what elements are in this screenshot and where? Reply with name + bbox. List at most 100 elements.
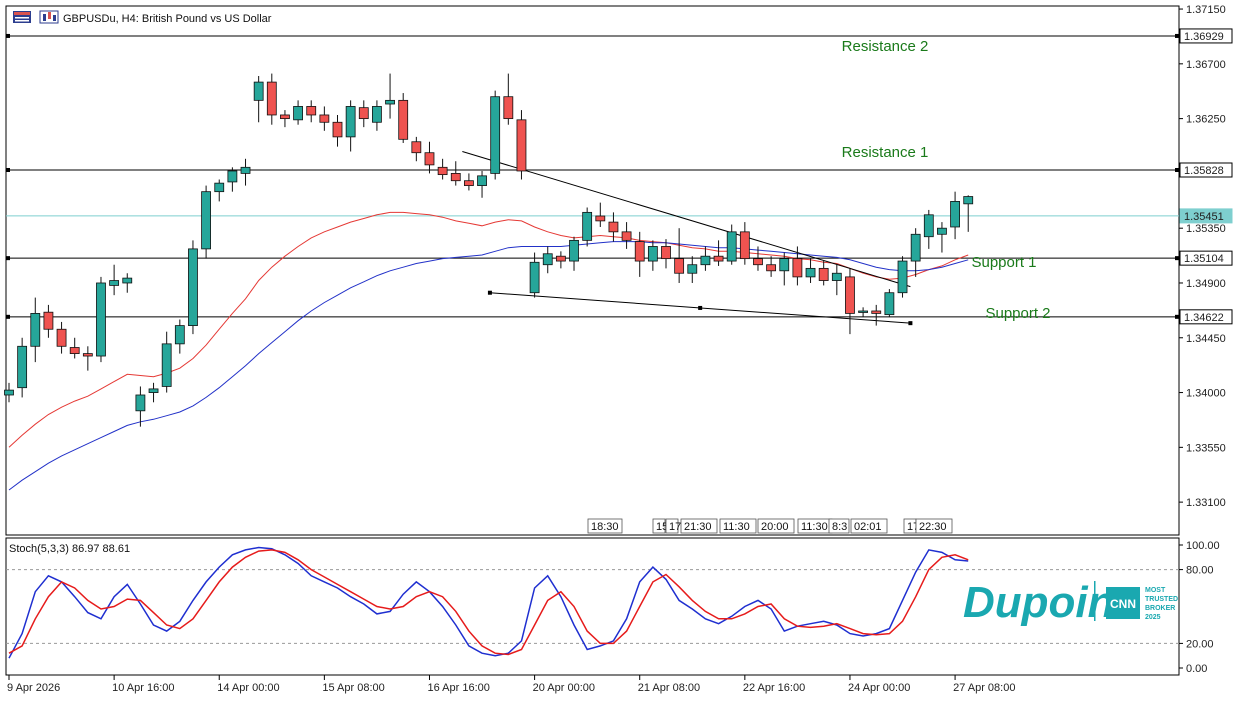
candle-body bbox=[148, 388, 159, 393]
candle bbox=[372, 100, 382, 131]
candle-body bbox=[332, 121, 343, 138]
stochastic-tick-label: 80.00 bbox=[1186, 565, 1214, 577]
candle bbox=[937, 222, 947, 253]
level-anchor[interactable] bbox=[6, 314, 10, 319]
trendlines[interactable] bbox=[462, 151, 913, 326]
price-tick-label: 1.33550 bbox=[1186, 442, 1226, 454]
candle-body bbox=[503, 96, 514, 120]
candlesticks bbox=[4, 73, 974, 427]
candle bbox=[280, 110, 290, 128]
candle-body bbox=[122, 277, 133, 284]
candle-body bbox=[845, 276, 855, 314]
trendline-anchor[interactable] bbox=[698, 305, 703, 310]
candle-body bbox=[661, 246, 671, 260]
candle-body bbox=[477, 175, 487, 186]
candle-body bbox=[306, 106, 317, 116]
candle-body bbox=[201, 191, 212, 250]
time-tick-label: 24 Apr 00:00 bbox=[848, 682, 910, 694]
time-badge-label: 11:30 bbox=[723, 521, 750, 533]
candle bbox=[174, 319, 185, 354]
stochastic-oscillator: 100.00 80.00 20.00 0.00 bbox=[6, 540, 1220, 675]
candle bbox=[516, 110, 527, 180]
candle-body bbox=[713, 255, 724, 262]
price-pane[interactable] bbox=[5, 5, 1180, 536]
level-label: Resistance 1 bbox=[842, 144, 929, 161]
candle bbox=[122, 273, 133, 293]
stochastic-signal-line bbox=[8, 549, 969, 656]
candle-body bbox=[17, 345, 28, 389]
candle bbox=[385, 73, 395, 119]
trendline-anchor[interactable] bbox=[908, 321, 913, 326]
chart-window-icon[interactable] bbox=[13, 11, 31, 23]
time-tick-label: 20 Apr 00:00 bbox=[533, 682, 595, 694]
price-tick-label: 1.33100 bbox=[1186, 497, 1226, 509]
candle-body bbox=[963, 196, 974, 205]
candle-body bbox=[831, 272, 842, 281]
candle-body bbox=[372, 106, 382, 123]
level-price-label: 1.36929 bbox=[1184, 31, 1224, 43]
candle bbox=[463, 173, 474, 191]
candle-body bbox=[188, 248, 198, 326]
candle-body bbox=[293, 106, 303, 121]
brand-name: Dupoin bbox=[963, 578, 1115, 627]
trusted-broker-badge: CNN MOST TRUSTED BROKER 2025 bbox=[1106, 587, 1178, 621]
candle-body bbox=[700, 255, 711, 266]
candle bbox=[739, 222, 750, 265]
candle bbox=[595, 202, 606, 227]
price-axis: 1.37150 1.36700 1.36250 1.35350 1.34900 1.344… bbox=[1179, 4, 1226, 509]
level-anchor[interactable] bbox=[1175, 314, 1179, 319]
candle bbox=[805, 258, 816, 283]
time-tick-label: 10 Apr 16:00 bbox=[112, 682, 174, 694]
candle-body bbox=[910, 233, 921, 262]
level-anchor[interactable] bbox=[1175, 256, 1179, 261]
candle bbox=[266, 73, 277, 125]
time-badge-box bbox=[850, 518, 888, 534]
time-badge: 02:01 bbox=[850, 518, 888, 534]
level-label: Support 2 bbox=[985, 305, 1050, 322]
level-label: Support 1 bbox=[971, 254, 1036, 271]
candlestick-icon[interactable] bbox=[39, 10, 59, 24]
stochastic-tick-label: 0.00 bbox=[1186, 663, 1207, 675]
candle bbox=[582, 207, 593, 247]
candle bbox=[398, 93, 409, 143]
level-price-box bbox=[1179, 162, 1233, 178]
trendline[interactable] bbox=[462, 151, 911, 288]
candle bbox=[4, 382, 14, 403]
level-anchor[interactable] bbox=[6, 167, 10, 172]
level-anchor[interactable] bbox=[1175, 167, 1179, 172]
level-anchor[interactable] bbox=[6, 256, 10, 261]
time-tick-label: 21 Apr 08:00 bbox=[638, 682, 700, 694]
candle bbox=[477, 170, 487, 198]
time-badge-box bbox=[915, 518, 953, 534]
candle-body bbox=[411, 141, 422, 154]
candle-body bbox=[69, 347, 80, 354]
candle bbox=[201, 185, 212, 259]
time-badge-box bbox=[680, 518, 718, 534]
candle bbox=[240, 158, 251, 186]
candle-body bbox=[555, 255, 566, 262]
candle bbox=[332, 114, 343, 147]
candle bbox=[227, 167, 238, 192]
candle-body bbox=[897, 260, 908, 294]
level-price-label: 1.35828 bbox=[1184, 165, 1224, 177]
time-tick-label: 14 Apr 00:00 bbox=[217, 682, 279, 694]
level-anchor[interactable] bbox=[1175, 33, 1179, 38]
candle-body bbox=[345, 106, 356, 138]
candle-body bbox=[923, 214, 934, 238]
badge-text-year: 2025 bbox=[1145, 614, 1161, 621]
candle bbox=[753, 246, 763, 271]
level-price-box bbox=[1179, 250, 1233, 266]
candle bbox=[424, 141, 435, 174]
candle-body bbox=[529, 261, 540, 294]
time-badges: 18:30 15 17 21:30 11:30 20:00 11:30 8:3 02:01 17 2… bbox=[587, 518, 953, 534]
candle bbox=[897, 256, 908, 298]
candle-body bbox=[779, 258, 790, 272]
level-anchor[interactable] bbox=[6, 33, 10, 38]
candle-body bbox=[82, 353, 93, 357]
trendline-anchor[interactable] bbox=[487, 290, 492, 295]
time-badge-box bbox=[652, 518, 666, 534]
time-badge-label: 8:3 bbox=[832, 521, 847, 533]
time-badge: 18:30 bbox=[587, 518, 623, 534]
cnn-logo: CNN bbox=[1110, 597, 1136, 611]
